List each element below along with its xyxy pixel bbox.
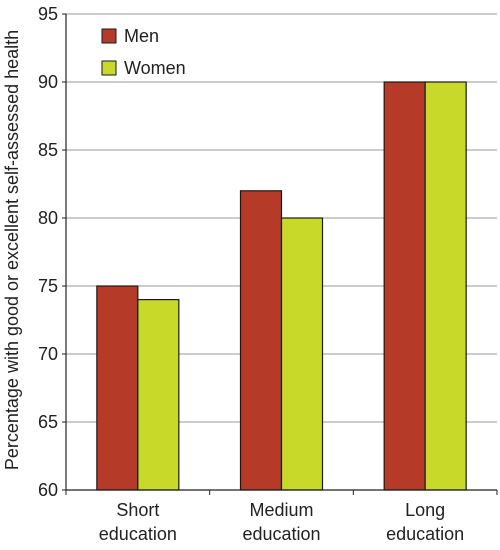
legend: Men Women bbox=[101, 26, 186, 78]
x-tick-label: education bbox=[242, 524, 320, 544]
y-tick-label: 70 bbox=[38, 344, 58, 364]
x-tick-label: Long bbox=[405, 500, 445, 520]
legend-label-women: Women bbox=[124, 58, 186, 78]
bar-women-2 bbox=[424, 81, 467, 491]
y-tick-label: 65 bbox=[38, 412, 58, 432]
y-tick-label: 90 bbox=[38, 72, 58, 92]
y-tick-labels: 60 65 70 75 80 85 90 95 bbox=[38, 4, 58, 500]
legend-swatch-women bbox=[101, 60, 117, 76]
legend-label-men: Men bbox=[124, 26, 159, 46]
x-tick-label: Short bbox=[116, 500, 159, 520]
y-tick-label: 95 bbox=[38, 4, 58, 24]
bar-men-0 bbox=[96, 285, 139, 491]
x-tick-label: education bbox=[99, 524, 177, 544]
x-tick-label: education bbox=[386, 524, 464, 544]
bar-men-1 bbox=[239, 190, 283, 491]
y-tick-label: 60 bbox=[38, 480, 58, 500]
y-tick-label: 80 bbox=[38, 208, 58, 228]
axes bbox=[62, 13, 498, 495]
bar-women-1 bbox=[280, 217, 324, 491]
x-tick-label: Medium bbox=[249, 500, 313, 520]
y-tick-label: 85 bbox=[38, 140, 58, 160]
bars bbox=[96, 81, 467, 491]
legend-swatch-men bbox=[101, 28, 117, 44]
bar-women-0 bbox=[137, 299, 180, 491]
x-tick-labels: Short education Medium education Long educati… bbox=[99, 500, 464, 544]
y-tick-label: 75 bbox=[38, 276, 58, 296]
y-axis-label: Percentage with good or excellent self-a… bbox=[2, 30, 22, 470]
bar-men-2 bbox=[383, 81, 426, 491]
